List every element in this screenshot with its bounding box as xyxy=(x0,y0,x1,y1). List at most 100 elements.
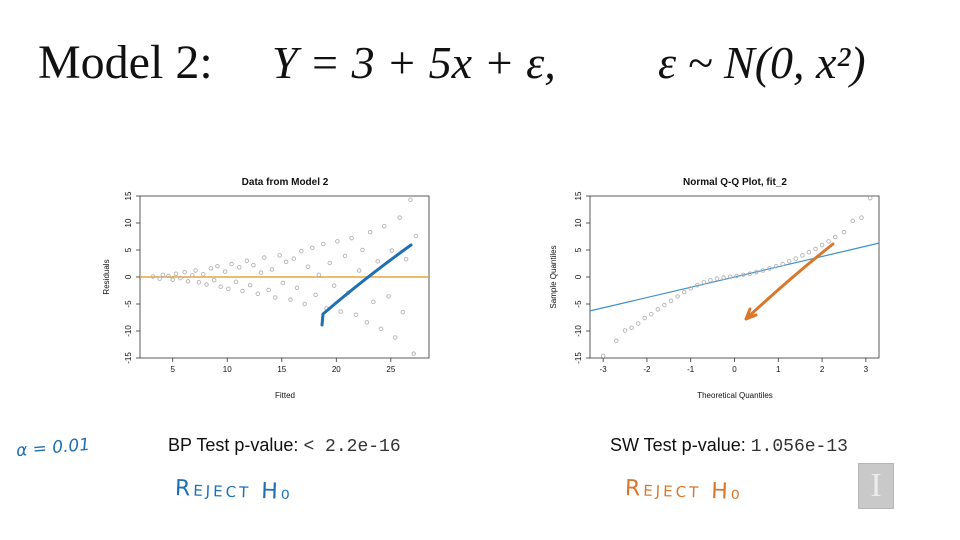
university-logo: I xyxy=(858,463,894,509)
qq-data-point xyxy=(747,271,753,277)
residual-data-point xyxy=(170,277,175,282)
qq-data-point xyxy=(800,253,805,258)
residual-data-point xyxy=(288,297,293,302)
residual-data-point xyxy=(211,277,217,283)
residual-x-label: Fitted xyxy=(275,391,295,400)
qq-y-tick-label: -15 xyxy=(574,352,583,364)
residual-data-point xyxy=(166,273,171,279)
residual-data-point xyxy=(240,288,245,294)
qq-data-point xyxy=(622,328,628,333)
residual-data-point xyxy=(196,280,202,285)
residual-data-point xyxy=(360,247,365,253)
residual-data-point xyxy=(262,255,267,260)
qq-data-point xyxy=(708,277,713,283)
error-distribution: ε ~ N(0, x²) xyxy=(658,37,866,88)
qq-data-point xyxy=(826,239,831,244)
residual-data-point xyxy=(382,223,387,229)
qq-y-tick-label: 0 xyxy=(574,274,583,279)
residual-data-point xyxy=(215,263,220,269)
qq-data-point xyxy=(760,268,766,273)
qq-data-point xyxy=(688,286,693,291)
qq-data-point xyxy=(695,282,700,288)
residual-data-point xyxy=(173,271,179,277)
residual-data-point xyxy=(371,299,376,305)
residual-data-point xyxy=(251,262,256,268)
residual-axes: 5 10 15 20 25 -15 -10 -5 0 5 10 15 xyxy=(124,191,396,374)
residual-y-tick-label: 15 xyxy=(124,191,133,200)
residual-data-point xyxy=(190,273,195,278)
residual-data-point xyxy=(283,259,289,265)
residual-data-point xyxy=(229,261,234,267)
residual-data-point xyxy=(244,258,250,264)
residual-y-tick-label: -10 xyxy=(124,325,133,337)
residual-data-point xyxy=(400,309,406,315)
residual-data-point xyxy=(208,266,214,271)
qq-x-tick-label: 1 xyxy=(776,365,781,374)
qq-plot: Normal Q-Q Plot, fit_2 -3 -2 -1 0 1 2 3 -15 -10-… xyxy=(540,168,890,413)
qq-data-point xyxy=(655,307,661,312)
residual-data-point xyxy=(375,259,380,264)
qq-data-point xyxy=(662,302,667,308)
qq-data-point xyxy=(642,315,647,321)
residual-data-point xyxy=(392,335,398,340)
reject-annotation-left: Reject H₀ xyxy=(174,475,294,506)
residual-data-point xyxy=(310,245,315,251)
residual-data-point xyxy=(150,274,156,279)
residual-data-point xyxy=(258,270,264,275)
residual-data-point xyxy=(411,351,416,356)
residual-data-point xyxy=(327,260,333,266)
qq-data-point xyxy=(649,312,654,317)
residual-y-tick-label: 10 xyxy=(124,218,133,227)
qq-data-point xyxy=(614,338,619,343)
qq-data-point xyxy=(819,242,825,248)
qq-x-label: Theoretical Quantiles xyxy=(697,391,773,400)
qq-data-point xyxy=(741,272,746,278)
residual-data-point xyxy=(305,264,311,269)
qq-data-point xyxy=(721,275,726,280)
qq-data-point xyxy=(767,266,772,271)
residual-data-point xyxy=(272,295,278,300)
qq-y-tick-label: 5 xyxy=(574,247,583,252)
residual-data-point xyxy=(320,241,326,247)
qq-data-point xyxy=(668,298,674,304)
residual-y-tick-label: 5 xyxy=(124,247,133,252)
sw-test-label: SW Test p-value: xyxy=(610,435,746,455)
qq-data-point xyxy=(780,261,785,267)
qq-data-point xyxy=(635,321,641,326)
residual-data-point xyxy=(378,326,384,332)
residual-y-tick-label: -15 xyxy=(124,352,133,364)
qq-y-tick-label: 10 xyxy=(574,218,583,227)
residual-data-point xyxy=(182,269,187,275)
residual-x-tick-label: 5 xyxy=(170,365,175,374)
residual-data-point xyxy=(356,268,362,273)
qq-data-point xyxy=(727,274,733,279)
qq-y-tick-label: 15 xyxy=(574,191,583,200)
model-equation: Y = 3 + 5x + ε, xyxy=(272,37,556,88)
residual-data-point xyxy=(342,253,348,259)
residual-plot: Data from Model 2 5 10 15 20 25 -15 -10 -5 0 5 10 1… xyxy=(95,168,445,413)
bp-test-result: BP Test p-value: < 2.2e-16 xyxy=(168,435,401,457)
slide-title: Model 2: Y = 3 + 5x + ε, ε ~ N(0, x²) xyxy=(0,30,960,100)
qq-data-point xyxy=(629,325,634,331)
residual-data-point xyxy=(247,282,253,288)
qq-data-point xyxy=(701,280,707,285)
residual-data-point xyxy=(353,312,359,318)
residual-data-point xyxy=(335,239,340,244)
qq-data-point xyxy=(734,273,739,279)
blue-trend-annotation xyxy=(320,243,413,327)
residual-x-tick-label: 20 xyxy=(332,365,341,374)
residual-x-tick-label: 15 xyxy=(277,365,286,374)
residual-data-point xyxy=(255,291,261,296)
qq-y-tick-label: -5 xyxy=(574,300,583,308)
model-label: Model 2: xyxy=(38,36,213,89)
qq-data-point xyxy=(681,289,687,295)
residual-data-point xyxy=(193,268,198,273)
residual-data-point xyxy=(302,301,307,307)
qq-data-point xyxy=(841,229,847,235)
qq-data-point xyxy=(754,269,759,275)
qq-data-point xyxy=(786,259,792,264)
residual-data-point xyxy=(397,215,402,220)
qq-data-point xyxy=(832,234,838,240)
qq-data-point xyxy=(867,195,873,201)
